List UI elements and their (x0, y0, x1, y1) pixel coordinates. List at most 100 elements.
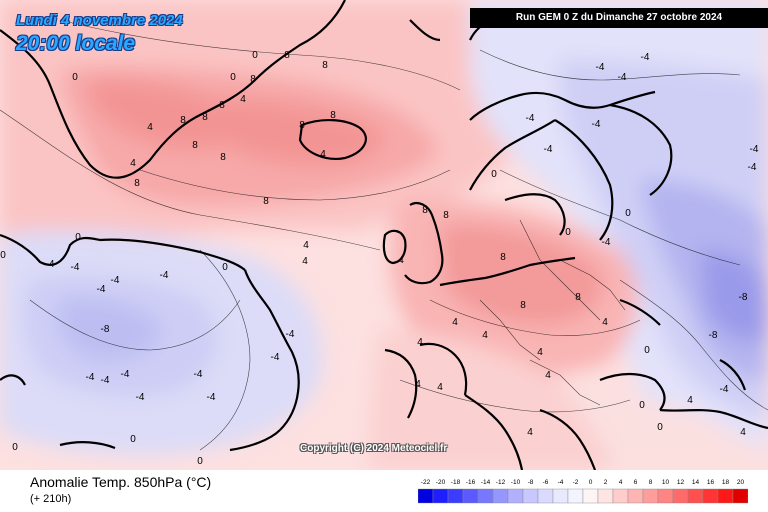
maritimes-coast (59, 441, 116, 450)
contour-label: -4 (86, 372, 95, 383)
sweden-coast (554, 119, 614, 241)
contour-label: 8 (422, 205, 428, 216)
contour-label: 4 (545, 370, 551, 381)
contour-label: 8 (192, 140, 198, 151)
contour-label: 4 (740, 427, 746, 438)
contour-label: 8 (500, 252, 506, 263)
scale-color-swatch (582, 488, 599, 504)
contour-label: 0 (657, 422, 663, 433)
contour-label: 4 (687, 395, 693, 406)
ireland-coast (382, 229, 407, 265)
caspian-coast (719, 359, 747, 391)
north-island-coast (409, 19, 441, 42)
contour-label: 8 (443, 210, 449, 221)
scale-color-swatch (522, 488, 539, 504)
scale-color-swatch (447, 488, 464, 504)
contour-label: -4 (592, 119, 601, 130)
contour-label: 0 (130, 434, 136, 445)
scale-color-swatch (717, 488, 734, 504)
scale-color-swatch (702, 488, 719, 504)
contour-label: 4 (147, 122, 153, 133)
contour-label: -4 (544, 144, 553, 155)
contour-label: 4 (303, 240, 309, 251)
contour-label: -4 (194, 369, 203, 380)
gaspe-coast (0, 374, 26, 386)
contour-label: -4 (618, 72, 627, 83)
contour-label: 4 (537, 347, 543, 358)
contour-label: 0 (222, 262, 228, 273)
contour-label: 8 (263, 196, 269, 207)
scale-tick-label: 4 (619, 479, 623, 486)
contour-label: 4 (417, 337, 423, 348)
coastlines (0, 0, 768, 470)
contour-label: 4 (482, 330, 488, 341)
contour-label: 0 (644, 345, 650, 356)
contour-label: -4 (160, 270, 169, 281)
scale-color-swatch (627, 488, 644, 504)
scale-color-swatch (477, 488, 494, 504)
scale-color-swatch (462, 488, 479, 504)
contour-label: 0 (639, 400, 645, 411)
contour-label: -4 (286, 329, 295, 340)
contour-label: 4 (302, 256, 308, 267)
scale-tick-label: 2 (604, 479, 608, 486)
iberia-coast (384, 348, 418, 419)
anomaly-shading (0, 0, 768, 470)
scale-color-swatch (567, 488, 584, 504)
scale-tick-label: 10 (662, 479, 670, 486)
contour-label: 8 (220, 152, 226, 163)
forecast-time: 20:00 locale (16, 32, 136, 55)
contour-label: -4 (526, 113, 535, 124)
scale-tick-label: -8 (528, 479, 534, 486)
contour-label: 8 (202, 112, 208, 123)
contour-label: -4 (720, 384, 729, 395)
contour-label: 4 (130, 158, 136, 169)
contour-label: 8 (520, 300, 526, 311)
contour-label: 8 (299, 120, 305, 131)
scale-tick-label: -20 (436, 479, 446, 486)
contour-label: 0 (197, 456, 203, 467)
great-britain-coast (404, 201, 444, 285)
scale-tick-label: -4 (558, 479, 564, 486)
contour-label: 0 (12, 442, 18, 453)
north-sea-coast (439, 256, 576, 287)
contour-label: 4 (527, 427, 533, 438)
field-title: Anomalie Temp. 850hPa (°C) (30, 474, 212, 490)
bay-of-biscay-coast (419, 342, 468, 396)
contour-label: -4 (602, 237, 611, 248)
contour-label: -4 (101, 375, 110, 386)
scale-color-swatch (552, 488, 569, 504)
scale-tick-label: -12 (496, 479, 506, 486)
scale-color-swatch (732, 488, 748, 504)
contour-label: 4 (320, 149, 326, 160)
scale-color-swatch (687, 488, 704, 504)
scale-color-swatch (537, 488, 554, 504)
copyright-notice: Copyright (C) 2024 Meteociel.fr (300, 443, 448, 454)
scale-tick-label: 16 (707, 479, 715, 486)
contour-label: 0 (75, 232, 81, 243)
contour-label: 8 (134, 178, 140, 189)
contour-label: 4 (602, 317, 608, 328)
scale-tick-label: 14 (692, 479, 700, 486)
contour-label: -4 (596, 62, 605, 73)
contour-label: -4 (46, 259, 55, 270)
contour-label: -4 (207, 392, 216, 403)
scale-tick-label: 0 (589, 479, 593, 486)
contour-label: 0 (625, 208, 631, 219)
contour-label: 8 (250, 74, 256, 85)
contour-label: -4 (136, 392, 145, 403)
scale-tick-label: -16 (466, 479, 476, 486)
forecast-date: Lundi 4 novembre 2024 (16, 12, 183, 29)
model-run-banner: Run GEM 0 Z du Dimanche 27 octobre 2024 (470, 8, 768, 28)
contour-label: -4 (97, 284, 106, 295)
scale-tick-label: 8 (649, 479, 653, 486)
italy-coast (464, 394, 524, 470)
turkey-coast (659, 408, 768, 430)
contour-label: 4 (437, 382, 443, 393)
scale-color-swatch (657, 488, 674, 504)
labrador-coast (0, 233, 101, 266)
contour-label: -4 (121, 369, 130, 380)
newfoundland-coast (243, 269, 300, 431)
norway-north-coast (469, 90, 656, 121)
